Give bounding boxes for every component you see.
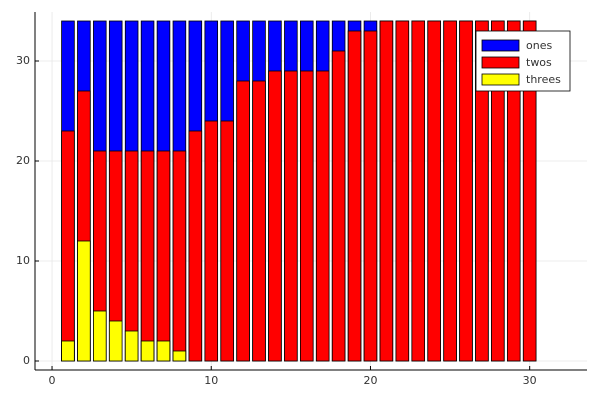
bar [77,240,91,362]
bar [204,120,219,362]
bar [93,310,107,362]
bar [156,340,171,362]
legend-swatch [481,39,520,52]
bar [188,130,203,362]
bar [268,70,282,362]
bar [315,70,330,362]
bar [347,30,362,362]
bar [61,130,75,362]
legend: ones twos threes [475,30,571,92]
bar [379,20,394,362]
legend-label: twos [526,56,552,69]
bar [252,80,266,362]
x-tick-label: 20 [363,374,377,387]
bar [140,150,155,362]
bar [124,150,139,362]
x-tick-label: 0 [49,374,56,387]
bar [284,70,298,362]
bar [108,320,123,362]
bar [491,20,505,362]
bar [172,350,187,362]
y-tick-label: 30 [16,54,30,67]
y-tick-label: 10 [16,254,30,267]
bar [522,20,537,362]
bar [172,150,187,362]
legend-swatch [481,56,520,69]
bar [363,30,378,362]
bar [443,20,457,362]
bar [61,340,75,362]
bar [427,20,441,362]
bar [220,120,234,362]
legend-label: ones [526,39,552,52]
bar [506,20,521,362]
x-tick-label: 30 [523,374,537,387]
x-tick-label: 10 [204,374,218,387]
bar [300,70,314,362]
y-tick-label: 0 [23,354,30,367]
bar [475,20,489,362]
bar [411,20,426,362]
legend-label: threes [526,73,561,86]
bar [124,330,139,362]
bar [140,340,155,362]
bar [331,50,346,362]
bar [459,20,473,362]
y-tick-label: 20 [16,154,30,167]
bar [395,20,410,362]
bar [156,150,171,362]
legend-swatch [481,73,520,86]
bar [236,80,250,362]
